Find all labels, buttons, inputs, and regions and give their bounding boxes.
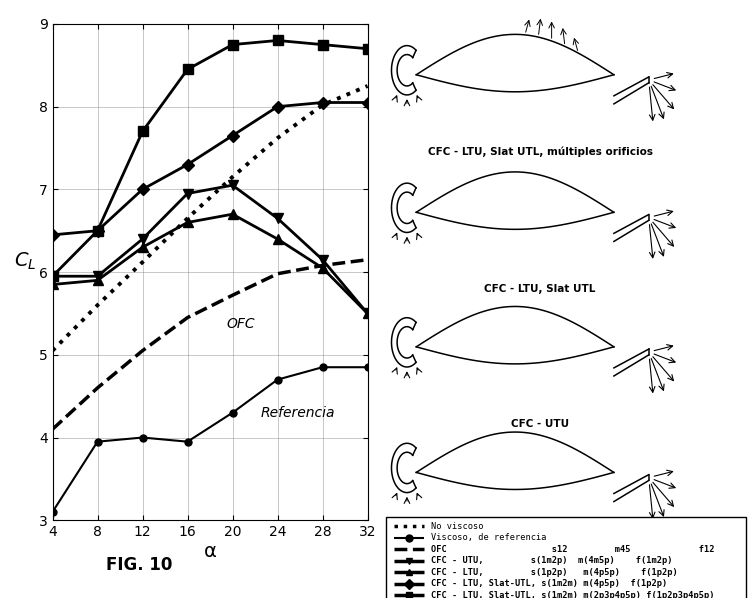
Text: FIG. 10: FIG. 10 — [106, 556, 172, 574]
X-axis label: α: α — [203, 542, 217, 561]
Text: Viscoso, de referencia: Viscoso, de referencia — [431, 533, 547, 542]
Text: No viscoso: No viscoso — [431, 521, 484, 531]
Text: CFC - LTU, Slat UTL, múltiples orificios: CFC - LTU, Slat UTL, múltiples orificios — [427, 147, 652, 157]
Text: Referencia: Referencia — [261, 406, 335, 420]
Text: OFC: OFC — [226, 318, 256, 331]
Y-axis label: $C_L$: $C_L$ — [13, 251, 36, 272]
Text: CFC - LTU, Slat-UTL, s(1m2m) m(2p3p4p5p) f(1p2p3p4p5p): CFC - LTU, Slat-UTL, s(1m2m) m(2p3p4p5p)… — [431, 591, 715, 598]
Text: CFC - LTU: CFC - LTU — [513, 544, 567, 554]
Text: CFC - UTU,         s(1m2p)  m(4m5p)    f(1m2p): CFC - UTU, s(1m2p) m(4m5p) f(1m2p) — [431, 556, 673, 565]
Text: CFC - LTU, Slat-UTL, s(1m2m) m(4p5p)  f(1p2p): CFC - LTU, Slat-UTL, s(1m2m) m(4p5p) f(1… — [431, 579, 668, 588]
Text: OFC                    s12         m45             f12: OFC s12 m45 f12 — [431, 545, 715, 554]
Bar — [386, 517, 746, 598]
Text: CFC - LTU,         s(1p2p)   m(4p5p)    f(1p2p): CFC - LTU, s(1p2p) m(4p5p) f(1p2p) — [431, 568, 678, 577]
Text: CFC - UTU: CFC - UTU — [511, 419, 569, 429]
Text: CFC - LTU, Slat UTL: CFC - LTU, Slat UTL — [484, 284, 596, 294]
